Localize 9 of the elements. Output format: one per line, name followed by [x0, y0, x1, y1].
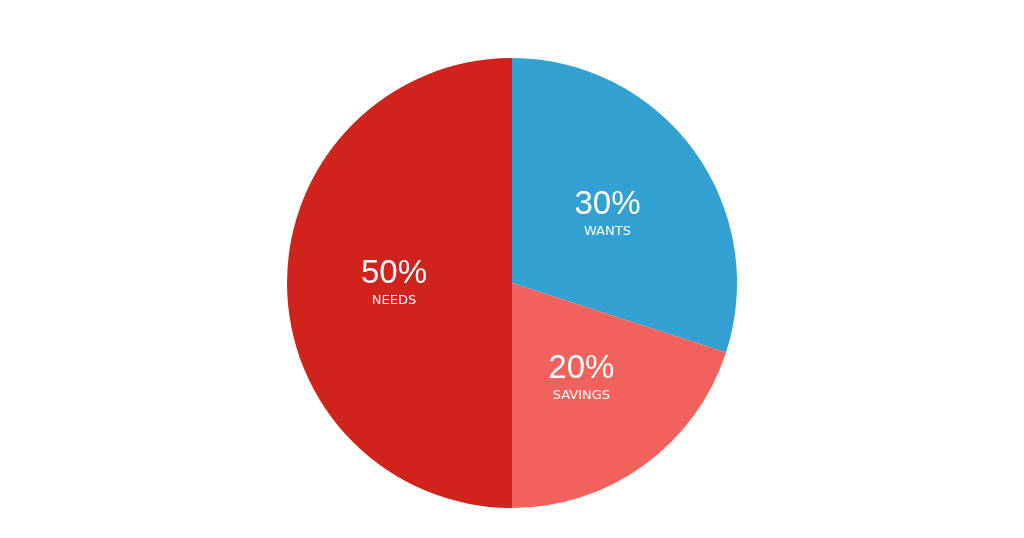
- data-label: 30%: [574, 183, 641, 221]
- slice-label: WANTS: [583, 222, 631, 238]
- slice-label: SAVINGS: [552, 387, 611, 403]
- slice-label: NEEDS: [371, 292, 417, 307]
- pie-slice: [287, 58, 512, 508]
- pie-slice: [512, 283, 726, 508]
- data-label: 50%: [360, 253, 428, 290]
- pie-slice: [512, 58, 737, 353]
- data-label: 20%: [548, 348, 615, 386]
